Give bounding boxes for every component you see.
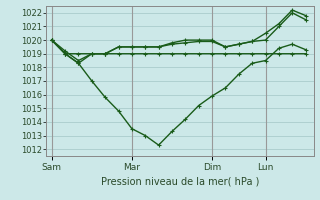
X-axis label: Pression niveau de la mer( hPa ): Pression niveau de la mer( hPa ): [101, 176, 259, 186]
